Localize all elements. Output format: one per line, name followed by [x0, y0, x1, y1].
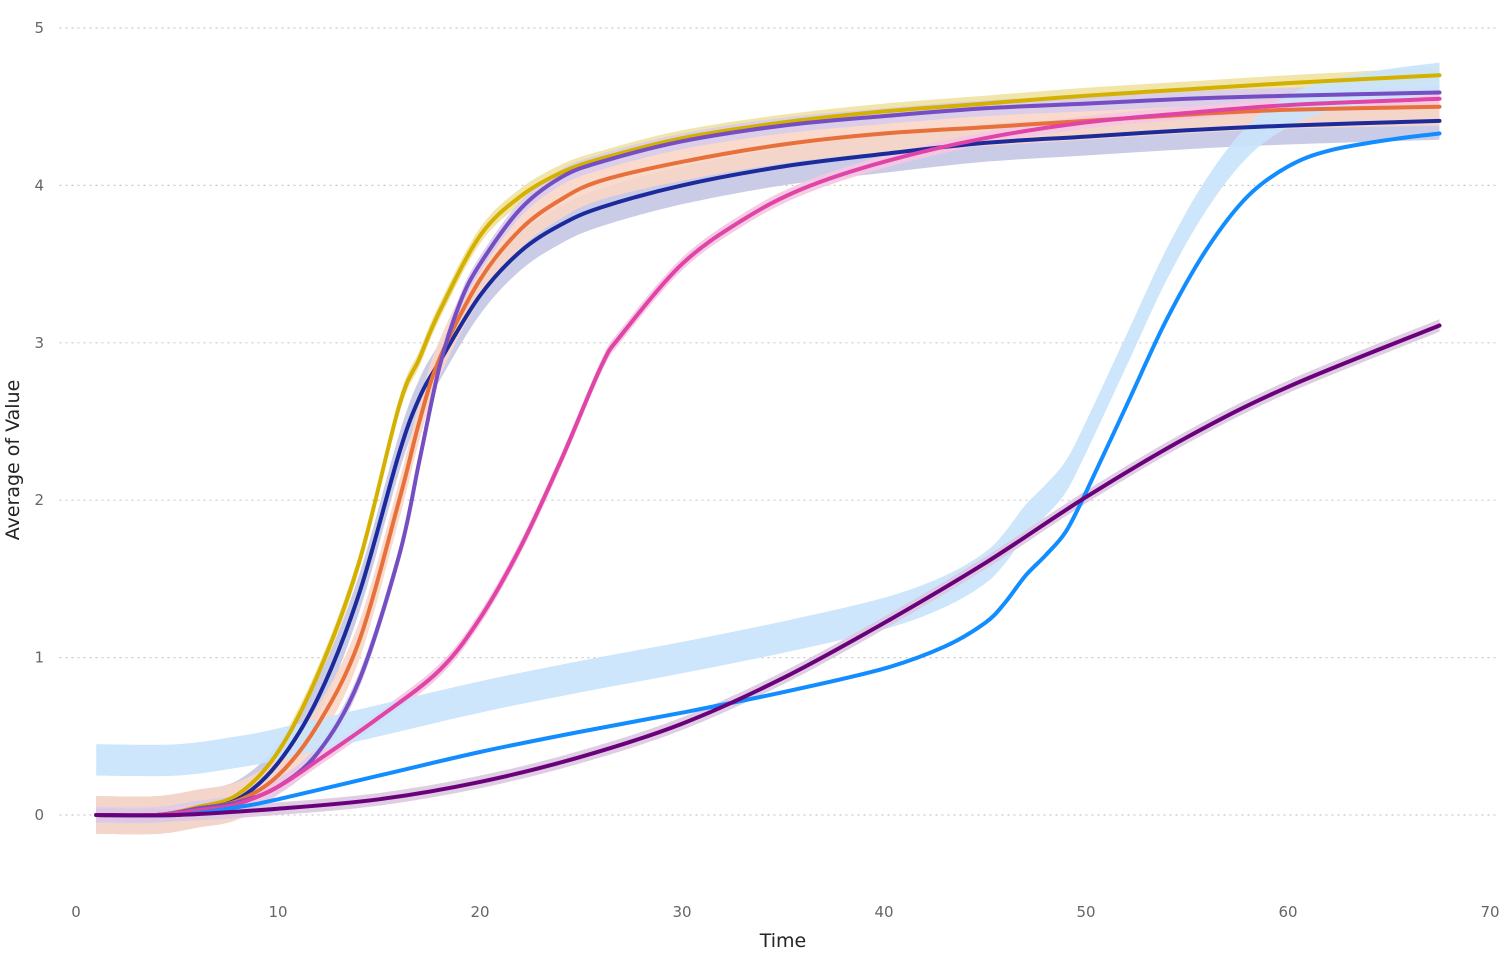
y-axis-ticks: 0 1 2 3 4 5 — [34, 19, 44, 824]
x-tick-label: 30 — [672, 903, 691, 921]
x-tick-label: 0 — [71, 903, 81, 921]
x-tick-label: 60 — [1278, 903, 1297, 921]
confidence-bands — [96, 62, 1440, 835]
x-tick-label: 10 — [268, 903, 287, 921]
x-tick-label: 20 — [470, 903, 489, 921]
y-tick-label: 4 — [34, 176, 44, 194]
y-tick-label: 1 — [34, 649, 44, 667]
series-line[interactable] — [94, 96, 1442, 818]
y-axis-title: Average of Value — [2, 380, 24, 541]
y-tick-label: 5 — [34, 19, 44, 37]
series-band — [96, 62, 1440, 777]
x-axis-title: Time — [759, 930, 807, 952]
x-tick-label: 70 — [1480, 903, 1499, 921]
series-lines — [94, 73, 1442, 818]
series-line[interactable] — [94, 73, 1442, 818]
x-axis-ticks: 0 10 20 30 40 50 60 70 — [71, 903, 1499, 921]
x-tick-label: 40 — [874, 903, 893, 921]
series-line[interactable] — [94, 104, 1442, 818]
y-tick-label: 2 — [34, 491, 44, 509]
y-tick-label: 0 — [34, 806, 44, 824]
series-line[interactable] — [94, 323, 1442, 818]
series-line[interactable] — [94, 131, 1442, 818]
series-line[interactable] — [94, 118, 1442, 818]
y-tick-label: 3 — [34, 334, 44, 352]
x-tick-label: 50 — [1076, 903, 1095, 921]
